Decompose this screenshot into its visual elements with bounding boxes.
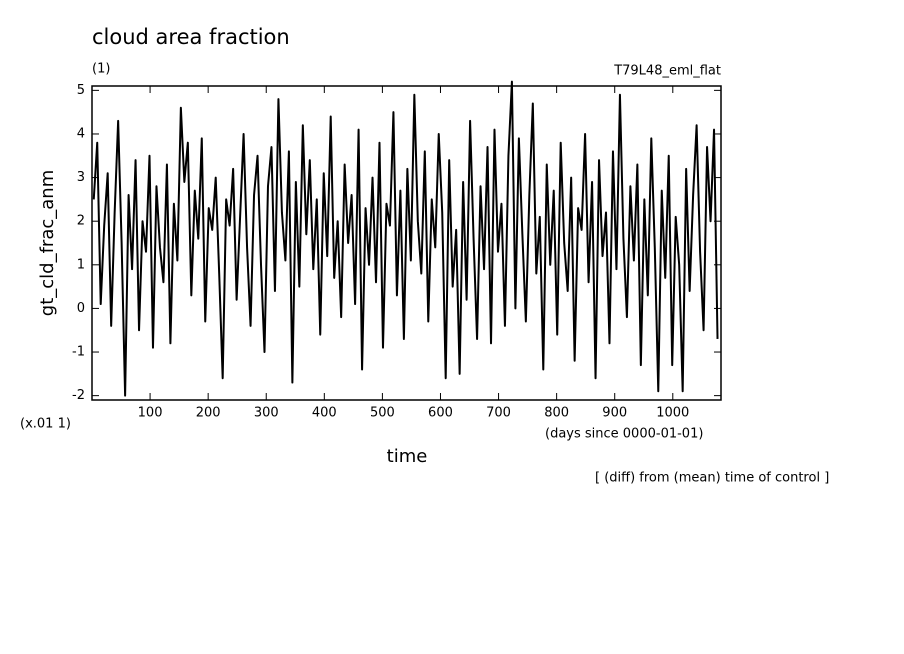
- y-tick-label: 3: [77, 170, 85, 185]
- run-label: T79L48_eml_flat: [613, 64, 721, 79]
- x-tick-label: 600: [428, 406, 453, 421]
- x-tick-label: 700: [486, 406, 511, 421]
- x-tick-label: 1000: [656, 406, 689, 421]
- x-tick-label: 800: [544, 406, 569, 421]
- y-tick-label: 4: [77, 126, 85, 141]
- y-axis-label: gt_cld_frac_anm: [37, 170, 58, 316]
- x-tick-label: 500: [370, 406, 395, 421]
- y-scale-note: (x.01 1): [20, 417, 71, 432]
- y-tick-label: -2: [72, 388, 85, 403]
- subtitle: (1): [92, 62, 110, 77]
- x-tick-label: 900: [602, 406, 627, 421]
- y-tick-label: 2: [77, 214, 85, 229]
- x-tick-label: 200: [196, 406, 221, 421]
- y-tick-label: 0: [77, 301, 85, 316]
- x-axis-label: time: [387, 446, 428, 467]
- x-tick-label: 100: [138, 406, 163, 421]
- chart-title: cloud area fraction: [92, 25, 290, 49]
- y-tick-label: 1: [77, 257, 85, 272]
- y-tick-label: 5: [77, 83, 85, 98]
- data-line: [92, 80, 719, 397]
- x-tick-label: 300: [254, 406, 279, 421]
- footnote: [ (diff) from (mean) time of control ]: [595, 471, 829, 486]
- plot-frame: [91, 85, 722, 401]
- y-tick-label: -1: [72, 345, 85, 360]
- x-tick-label: 400: [312, 406, 337, 421]
- x-units: (days since 0000-01-01): [545, 427, 703, 442]
